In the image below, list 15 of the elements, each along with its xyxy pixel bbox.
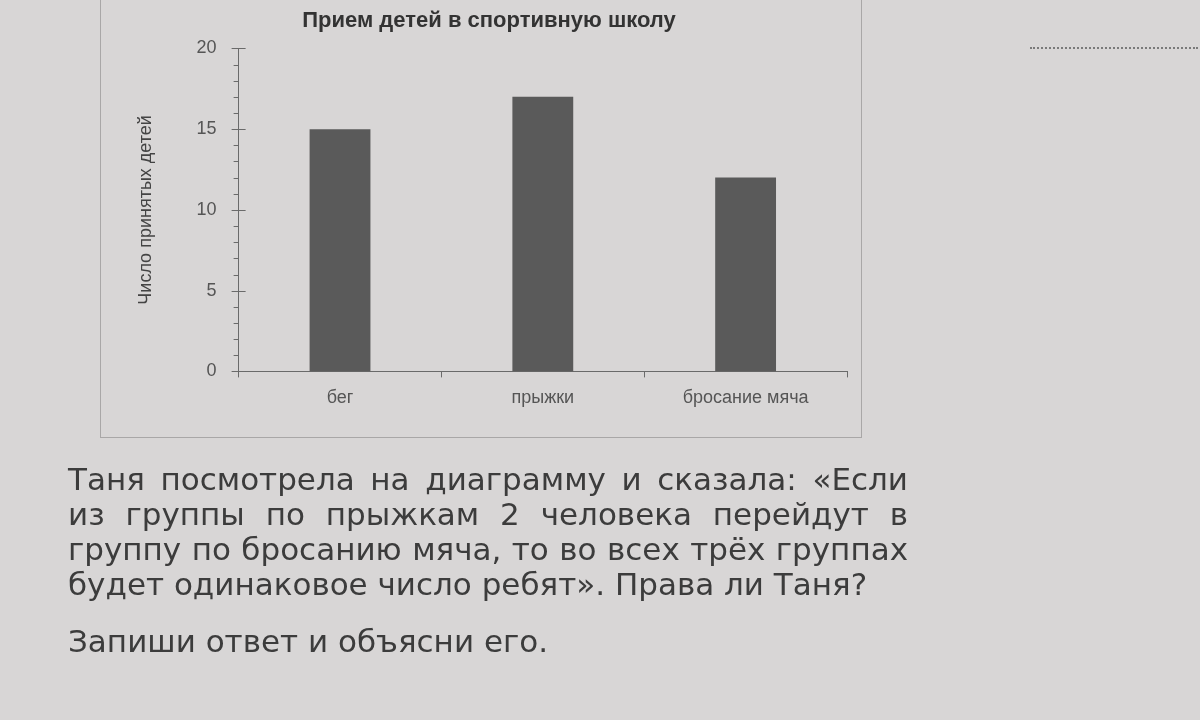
x-tick-label: бросание мяча xyxy=(682,387,810,408)
x-tick-label: прыжки xyxy=(511,387,575,408)
y-axis-title: Число принятых детей xyxy=(134,115,155,305)
bar xyxy=(512,96,574,372)
y-tick-label: 10 xyxy=(196,198,217,219)
x-tick-label: бег xyxy=(326,387,354,408)
y-tick-label: 5 xyxy=(206,279,217,300)
text: Запиши ответ и объясни его. xyxy=(68,623,550,659)
chart-title: Прием детей в спортивную школу xyxy=(302,7,677,33)
bar xyxy=(715,177,777,372)
bar xyxy=(309,129,371,372)
y-tick-label: 20 xyxy=(196,37,217,58)
y-tick-label: 0 xyxy=(206,360,217,381)
y-tick-label: 15 xyxy=(196,118,217,139)
text: Таня посмотрела на диаграмму и сказала: «Если из группы по прыжкам 2 человека перейдут в группу по бросанию мяча, то во всех трёх группах будет одинаковое число ребят». Права ли Таня? xyxy=(68,461,908,602)
